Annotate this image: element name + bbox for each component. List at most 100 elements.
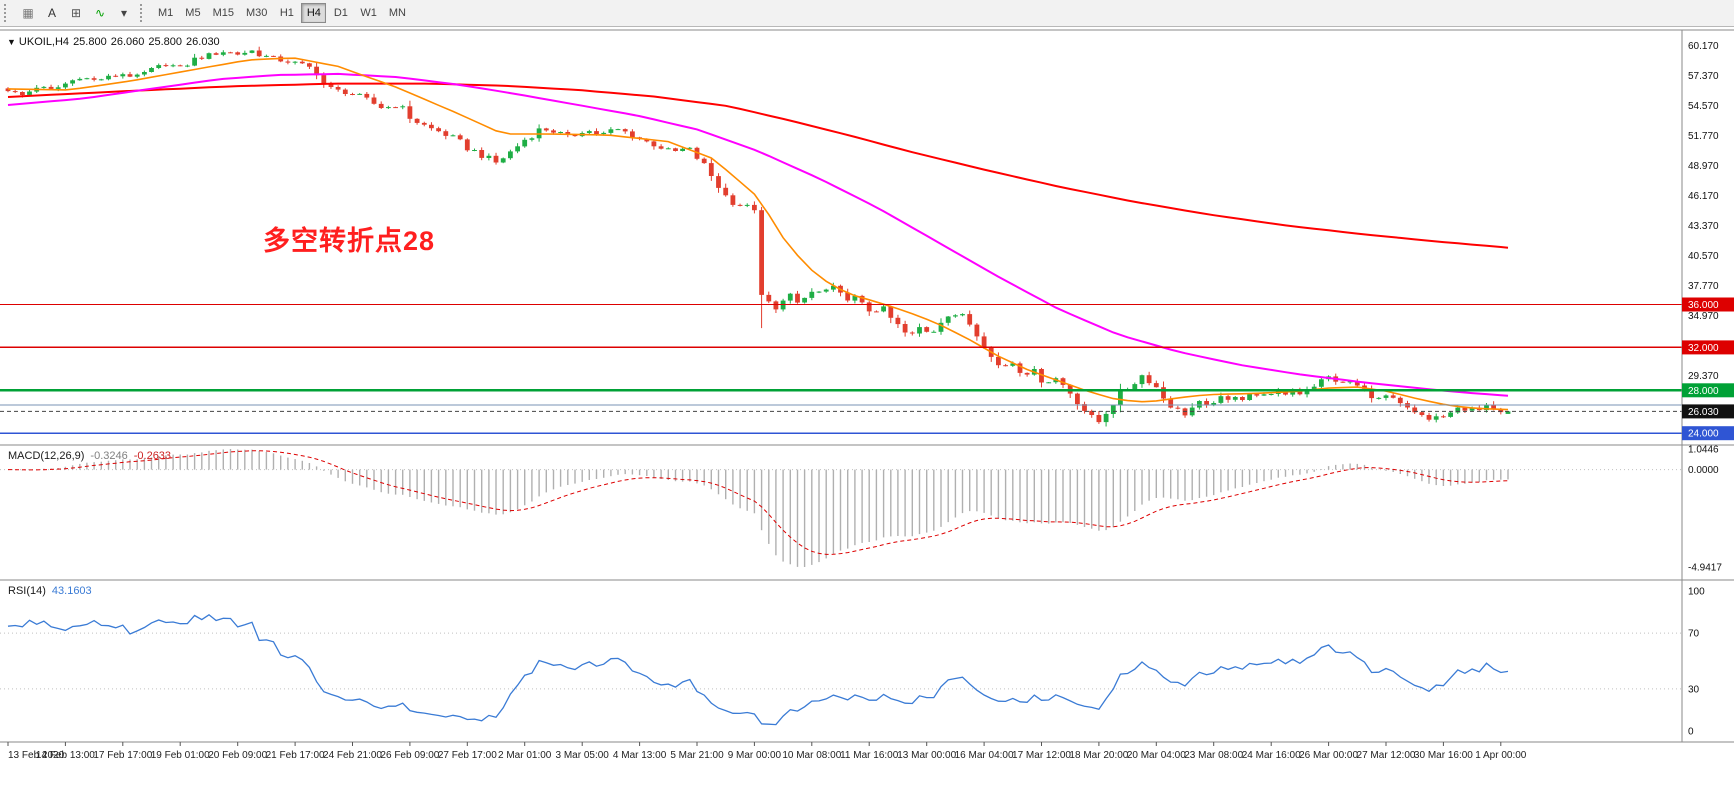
svg-text:27 Feb 17:00: 27 Feb 17:00 <box>438 750 497 761</box>
horizontal-lines-layer[interactable] <box>0 303 1682 435</box>
timeframe-button-w1[interactable]: W1 <box>355 3 382 23</box>
rsi-line <box>7 613 1509 726</box>
price-scale[interactable]: 60.170 57.370 54.570 51.770 48.970 46.170 43.3… <box>1688 41 1719 382</box>
svg-text:26 Feb 09:00: 26 Feb 09:00 <box>380 750 439 761</box>
price-badge-32.000: 32.000 <box>1682 340 1734 355</box>
ma-fast-line <box>7 57 1509 411</box>
svg-text:13 Mar 00:00: 13 Mar 00:00 <box>897 750 956 761</box>
macd-value-main: -0.3246 <box>90 450 128 462</box>
svg-text:54.570: 54.570 <box>1688 101 1719 112</box>
svg-text:57.370: 57.370 <box>1688 71 1719 82</box>
timeframe-group: M1 M5 M15 M30 H1 H4 D1 W1 MN <box>152 3 412 23</box>
ohlc-close: 26.030 <box>186 36 220 48</box>
svg-text:1.0446: 1.0446 <box>1688 445 1719 456</box>
rsi-label: RSI(14) <box>8 585 46 597</box>
svg-text:-4.9417: -4.9417 <box>1688 563 1722 574</box>
timeframe-button-h4[interactable]: H4 <box>301 3 327 23</box>
timeframe-button-h1[interactable]: H1 <box>274 3 299 23</box>
price-badge-28.000: 28.000 <box>1682 383 1734 398</box>
svg-text:26.030: 26.030 <box>1688 407 1719 418</box>
svg-text:60.170: 60.170 <box>1688 41 1719 52</box>
indicator-scales: 1.0446 0.0000 -4.9417 100 70 30 0 <box>1688 445 1722 738</box>
svg-text:30 Mar 16:00: 30 Mar 16:00 <box>1414 750 1473 761</box>
symbol-ohlc-line[interactable]: ▼ UKOIL,H4 25.800 26.060 25.800 26.030 <box>7 36 224 48</box>
svg-text:4 Mar 13:00: 4 Mar 13:00 <box>613 750 667 761</box>
symbol-name: UKOIL,H4 <box>18 36 70 48</box>
price-badge-24.000: 24.000 <box>1682 426 1734 441</box>
svg-text:70: 70 <box>1688 629 1700 640</box>
current-price-badge: 26.030 <box>1682 404 1734 419</box>
timeframe-button-m15[interactable]: M15 <box>208 3 239 23</box>
toolbar: ▦ A ⊞ ∿ ▾ M1 M5 M15 M30 H1 H4 D1 W1 MN <box>0 0 1734 27</box>
macd-title: MACD(12,26,9) -0.3246 -0.2633 <box>8 450 171 462</box>
price-badge-36.000: 36.000 <box>1682 297 1734 312</box>
svg-text:17 Mar 12:00: 17 Mar 12:00 <box>1012 750 1071 761</box>
svg-text:0.0000: 0.0000 <box>1688 465 1719 476</box>
chart-grid-icon[interactable]: ▦ <box>17 3 39 23</box>
rsi-value: 43.1603 <box>51 585 92 597</box>
svg-text:48.970: 48.970 <box>1688 161 1719 172</box>
svg-text:21 Feb 17:00: 21 Feb 17:00 <box>266 750 325 761</box>
chart-area[interactable]: 60.170 57.370 54.570 51.770 48.970 46.170 43.3… <box>0 27 1734 791</box>
timeframe-toolbar-drag-handle[interactable] <box>140 4 147 22</box>
svg-text:11 Mar 16:00: 11 Mar 16:00 <box>840 750 899 761</box>
crosshair-tool-icon[interactable]: ⊞ <box>65 3 87 23</box>
ma-slow-line <box>7 82 1509 249</box>
svg-text:29.370: 29.370 <box>1688 371 1719 382</box>
svg-text:0: 0 <box>1688 726 1694 737</box>
svg-text:27 Mar 12:00: 27 Mar 12:00 <box>1357 750 1416 761</box>
ma-mid-line <box>7 72 1509 397</box>
svg-text:18 Mar 20:00: 18 Mar 20:00 <box>1069 750 1128 761</box>
svg-text:16 Mar 04:00: 16 Mar 04:00 <box>955 750 1014 761</box>
svg-text:37.770: 37.770 <box>1688 281 1719 292</box>
svg-text:17 Feb 17:00: 17 Feb 17:00 <box>93 750 152 761</box>
chart-canvas[interactable]: 60.170 57.370 54.570 51.770 48.970 46.170 43.3… <box>0 27 1734 791</box>
macd-signal-line <box>7 450 1509 555</box>
ohlc-open: 25.800 <box>73 36 107 48</box>
rsi-title: RSI(14) 43.1603 <box>8 585 92 597</box>
svg-text:100: 100 <box>1688 587 1705 598</box>
svg-text:19 Feb 01:00: 19 Feb 01:00 <box>151 750 210 761</box>
svg-text:1 Apr 00:00: 1 Apr 00:00 <box>1475 750 1527 761</box>
chart-annotation-text[interactable]: 多空转折点28 <box>263 226 436 256</box>
svg-text:10 Mar 08:00: 10 Mar 08:00 <box>782 750 841 761</box>
svg-text:34.970: 34.970 <box>1688 311 1719 322</box>
svg-text:26 Mar 00:00: 26 Mar 00:00 <box>1299 750 1358 761</box>
svg-text:5 Mar 21:00: 5 Mar 21:00 <box>670 750 724 761</box>
svg-text:23 Mar 08:00: 23 Mar 08:00 <box>1184 750 1243 761</box>
symbol-dropdown-icon[interactable]: ▼ <box>7 37 16 47</box>
macd-value-signal: -0.2633 <box>133 450 172 462</box>
svg-text:20 Feb 09:00: 20 Feb 09:00 <box>208 750 267 761</box>
svg-text:36.000: 36.000 <box>1688 300 1719 311</box>
svg-text:14 Feb 13:00: 14 Feb 13:00 <box>36 750 95 761</box>
toolbar-icon-group: ▦ A ⊞ ∿ ▾ <box>16 3 136 23</box>
timeframe-button-d1[interactable]: D1 <box>328 3 353 23</box>
ohlc-low: 25.800 <box>148 36 183 48</box>
svg-text:43.370: 43.370 <box>1688 221 1719 232</box>
svg-text:9 Mar 00:00: 9 Mar 00:00 <box>728 750 782 761</box>
toolbar-drag-handle[interactable] <box>4 4 11 22</box>
svg-text:30: 30 <box>1688 684 1700 695</box>
timeframe-button-m1[interactable]: M1 <box>153 3 178 23</box>
macd-label: MACD(12,26,9) <box>8 450 85 462</box>
indicator-tool-icon[interactable]: ∿ <box>89 3 111 23</box>
timeframe-button-m30[interactable]: M30 <box>241 3 272 23</box>
dropdown-caret-icon[interactable]: ▾ <box>113 3 135 23</box>
svg-text:28.000: 28.000 <box>1688 386 1719 397</box>
svg-text:13 Feb 2020: 13 Feb 2020 <box>8 750 65 761</box>
svg-text:24.000: 24.000 <box>1688 429 1719 440</box>
svg-text:40.570: 40.570 <box>1688 251 1719 262</box>
svg-text:24 Feb 21:00: 24 Feb 21:00 <box>323 750 382 761</box>
svg-text:24 Mar 16:00: 24 Mar 16:00 <box>1242 750 1301 761</box>
svg-text:3 Mar 05:00: 3 Mar 05:00 <box>556 750 610 761</box>
ohlc-high: 26.060 <box>110 36 145 48</box>
candles-layer <box>5 46 1511 427</box>
text-tool-icon[interactable]: A <box>41 3 63 23</box>
svg-text:51.770: 51.770 <box>1688 131 1719 142</box>
timeframe-button-m5[interactable]: M5 <box>180 3 205 23</box>
svg-text:32.000: 32.000 <box>1688 343 1719 354</box>
svg-text:2 Mar 01:00: 2 Mar 01:00 <box>498 750 552 761</box>
timeframe-button-mn[interactable]: MN <box>384 3 411 23</box>
